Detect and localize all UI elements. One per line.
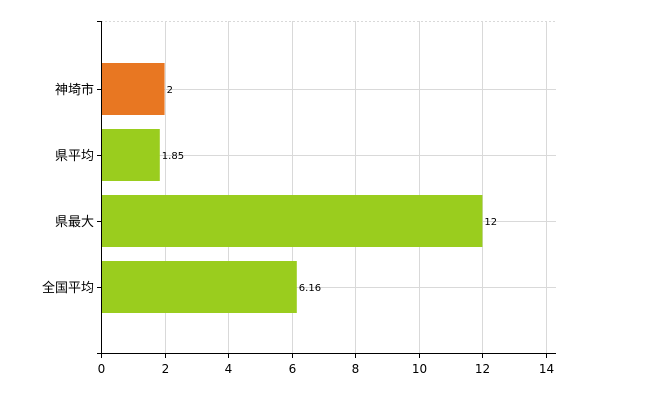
- data-label: 6.16: [299, 283, 321, 294]
- bars-layer: [102, 63, 483, 313]
- x-tick-label: 0: [98, 362, 106, 376]
- axes-layer: [97, 21, 556, 358]
- category-label: 県最大: [55, 215, 94, 230]
- bar-3: [102, 261, 297, 313]
- data-label: 1.85: [162, 151, 184, 162]
- x-tick-label: 8: [352, 362, 360, 376]
- bar-2: [102, 195, 483, 247]
- bar-0: [102, 63, 165, 115]
- x-tick-label: 10: [412, 362, 427, 376]
- data-label: 12: [484, 217, 497, 228]
- category-label: 全国平均: [42, 280, 94, 296]
- x-tick-label: 4: [225, 362, 233, 376]
- data-label: 2: [167, 85, 173, 96]
- category-label: 県平均: [55, 149, 94, 164]
- x-tick-label: 2: [162, 362, 170, 376]
- x-tick-label: 12: [475, 362, 490, 376]
- x-tick-label: 6: [289, 362, 297, 376]
- x-tick-label: 14: [539, 362, 554, 376]
- bar-1: [102, 129, 160, 181]
- category-label: 神埼市: [55, 82, 94, 98]
